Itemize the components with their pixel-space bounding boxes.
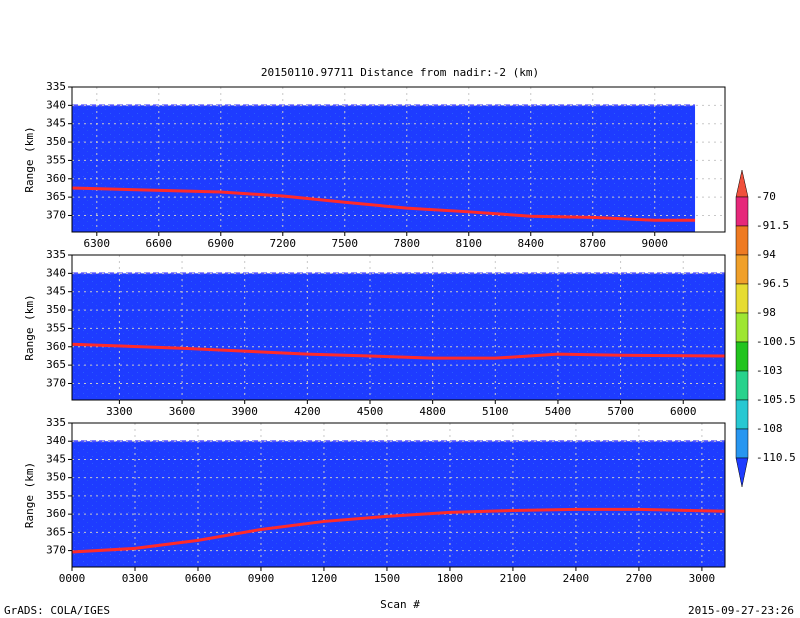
- colorbar-label: -91.5: [756, 219, 789, 232]
- y-tick-label: 370: [46, 208, 66, 221]
- y-tick-label: 345: [46, 117, 66, 130]
- x-tick-label: 3600: [169, 405, 196, 418]
- colorbar-label: -103: [756, 364, 783, 377]
- x-tick-label: 0300: [122, 572, 149, 585]
- chart-title: 20150110.97711 Distance from nadir:-2 (k…: [261, 66, 539, 79]
- y-tick-label: 350: [46, 135, 66, 148]
- x-tick-label: 4200: [294, 405, 321, 418]
- y-tick-label: 335: [46, 80, 66, 93]
- y-tick-label: 335: [46, 416, 66, 429]
- colorbar-label: -70: [756, 190, 776, 203]
- x-tick-label: 2400: [563, 572, 590, 585]
- surface-line: [71, 342, 726, 360]
- x-tick-label: 2700: [626, 572, 653, 585]
- y-tick-label: 350: [46, 303, 66, 316]
- y-axis-label: Range (km): [23, 294, 36, 360]
- x-tick-label: 3000: [689, 572, 716, 585]
- y-tick-label: 345: [46, 452, 66, 465]
- x-tick-label: 3300: [106, 405, 133, 418]
- x-tick-label: 4500: [357, 405, 384, 418]
- y-tick-label: 355: [46, 153, 66, 166]
- footer-right: 2015-09-27-23:26: [688, 604, 794, 617]
- colorbar-label: -108: [756, 422, 783, 435]
- y-tick-label: 340: [46, 266, 66, 279]
- y-tick-label: 370: [46, 544, 66, 557]
- x-tick-label: 7200: [270, 237, 297, 250]
- x-tick-label: 4800: [419, 405, 446, 418]
- colorbar-tip: [735, 457, 749, 488]
- y-tick-label: 355: [46, 321, 66, 334]
- y-tick-label: 365: [46, 525, 66, 538]
- y-tick-label: 340: [46, 434, 66, 447]
- colorbar-label: -105.5: [756, 393, 796, 406]
- echo-field: [72, 273, 725, 400]
- colorbar-segment: [735, 312, 749, 343]
- colorbar-label: -98: [756, 306, 776, 319]
- y-tick-label: 365: [46, 358, 66, 371]
- colorbar-segment: [735, 399, 749, 430]
- colorbar-label: -110.5: [756, 451, 796, 464]
- y-tick-label: 345: [46, 285, 66, 298]
- x-tick-label: 8700: [579, 237, 606, 250]
- colorbar-segment: [735, 341, 749, 372]
- x-tick-label: 6000: [670, 405, 697, 418]
- colorbar-label: -96.5: [756, 277, 789, 290]
- plot-frame: [71, 86, 726, 233]
- colorbar-label: -100.5: [756, 335, 796, 348]
- y-tick-label: 340: [46, 98, 66, 111]
- x-tick-label: 8400: [518, 237, 545, 250]
- y-axis-label: Range (km): [23, 126, 36, 192]
- echo-field: [72, 105, 696, 232]
- x-tick-label: 5700: [607, 405, 634, 418]
- x-tick-label: 0000: [59, 572, 86, 585]
- x-tick-label: 1800: [437, 572, 464, 585]
- colorbar-tip: [735, 169, 749, 198]
- plot-frame: [71, 254, 726, 401]
- colorbar-label: -94: [756, 248, 776, 261]
- y-tick-label: 355: [46, 489, 66, 502]
- colorbar-segment: [735, 283, 749, 314]
- surface-line: [71, 507, 726, 554]
- x-tick-label: 3900: [231, 405, 258, 418]
- surface-line: [71, 186, 696, 222]
- colorbar-segment: [735, 196, 749, 227]
- x-tick-label: 7500: [332, 237, 359, 250]
- x-tick-label: 6300: [84, 237, 111, 250]
- x-tick-label: 5400: [545, 405, 572, 418]
- y-tick-label: 370: [46, 376, 66, 389]
- colorbar-segment: [735, 370, 749, 401]
- colorbar-segment: [735, 225, 749, 256]
- colorbar-segment: [735, 428, 749, 459]
- x-tick-label: 1500: [374, 572, 401, 585]
- y-tick-label: 360: [46, 507, 66, 520]
- echo-field: [72, 441, 725, 567]
- x-axis-label: Scan #: [380, 598, 420, 611]
- y-tick-label: 360: [46, 172, 66, 185]
- y-tick-label: 335: [46, 248, 66, 261]
- plot-frame: [71, 422, 726, 568]
- x-tick-label: 9000: [641, 237, 668, 250]
- y-tick-label: 365: [46, 190, 66, 203]
- x-tick-label: 8100: [456, 237, 483, 250]
- x-tick-label: 6600: [146, 237, 173, 250]
- y-axis-label: Range (km): [23, 462, 36, 528]
- y-tick-label: 350: [46, 471, 66, 484]
- x-tick-label: 5100: [482, 405, 509, 418]
- colorbar-segment: [735, 254, 749, 285]
- y-tick-label: 360: [46, 340, 66, 353]
- x-tick-label: 6900: [208, 237, 235, 250]
- x-tick-label: 7800: [394, 237, 421, 250]
- footer-left: GrADS: COLA/IGES: [4, 604, 110, 617]
- x-tick-label: 2100: [500, 572, 527, 585]
- x-tick-label: 0900: [248, 572, 275, 585]
- x-tick-label: 1200: [311, 572, 338, 585]
- x-tick-label: 0600: [185, 572, 212, 585]
